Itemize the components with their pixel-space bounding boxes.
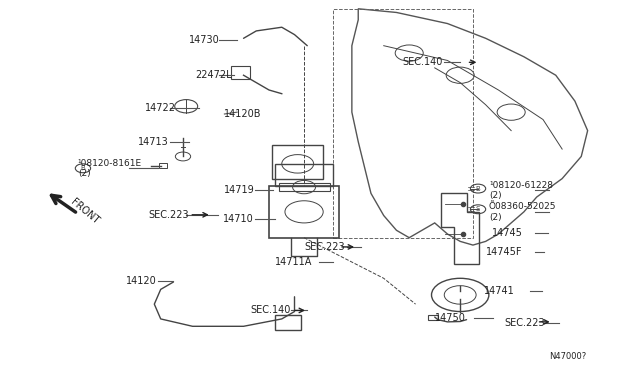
Text: SEC.223: SEC.223 bbox=[148, 210, 189, 220]
Text: 14722: 14722 bbox=[145, 103, 176, 113]
Text: 14710: 14710 bbox=[223, 214, 254, 224]
Text: ¹08120-61228
(2): ¹08120-61228 (2) bbox=[489, 181, 553, 200]
Bar bbox=[159, 163, 167, 168]
Text: 14750: 14750 bbox=[435, 313, 465, 323]
Bar bbox=[275, 164, 333, 186]
Text: 14741: 14741 bbox=[484, 286, 515, 296]
Text: B: B bbox=[81, 165, 85, 171]
Bar bbox=[269, 186, 339, 238]
Bar bbox=[278, 183, 330, 191]
Bar bbox=[231, 66, 250, 79]
Text: B: B bbox=[476, 186, 481, 192]
Text: 14745F: 14745F bbox=[486, 247, 522, 257]
Text: Õ08360-52025
(2): Õ08360-52025 (2) bbox=[489, 202, 556, 222]
Text: ¹08120-8161E
(2): ¹08120-8161E (2) bbox=[78, 158, 142, 178]
Text: FRONT: FRONT bbox=[68, 197, 100, 227]
Text: N47000?: N47000? bbox=[549, 352, 587, 361]
Bar bbox=[275, 315, 301, 330]
Text: 14745: 14745 bbox=[492, 228, 523, 238]
Bar bbox=[333, 9, 473, 238]
Bar bbox=[428, 315, 438, 320]
Text: S: S bbox=[476, 206, 480, 212]
Text: 14120B: 14120B bbox=[225, 109, 262, 119]
Bar bbox=[272, 145, 323, 179]
Text: 14120: 14120 bbox=[125, 276, 156, 286]
Text: 14730: 14730 bbox=[189, 35, 220, 45]
Text: SEC.223: SEC.223 bbox=[505, 318, 545, 328]
Text: SEC.140: SEC.140 bbox=[403, 57, 444, 67]
Text: 14719: 14719 bbox=[225, 185, 255, 195]
Text: 14711A: 14711A bbox=[275, 257, 313, 267]
Text: SEC.223: SEC.223 bbox=[304, 242, 345, 252]
Text: 22472L: 22472L bbox=[196, 70, 232, 80]
Text: SEC.140: SEC.140 bbox=[250, 305, 291, 315]
Text: 14713: 14713 bbox=[138, 137, 169, 147]
